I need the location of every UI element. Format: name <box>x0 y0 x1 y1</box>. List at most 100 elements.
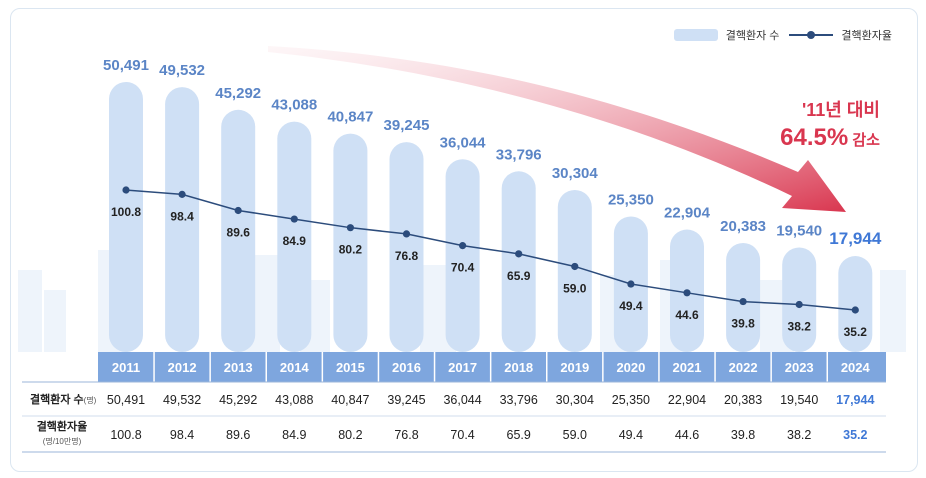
rate-line: 100.8 98.4 89.6 84.9 80.2 76.8 70.4 65.9 59.0 49.… <box>111 186 867 339</box>
rate-point-2018 <box>515 250 523 258</box>
rate-value-label-2024: 35.2 <box>844 325 868 339</box>
year-label-2023: 2023 <box>785 360 814 375</box>
table-rate-2018: 65.9 <box>507 428 531 442</box>
rate-point-2015 <box>346 224 354 232</box>
bar-value-label-2012: 49,532 <box>159 62 205 79</box>
table-rate-2012: 98.4 <box>170 428 194 442</box>
rate-point-2019 <box>571 262 579 271</box>
rate-value-label-2011: 100.8 <box>111 205 141 219</box>
rate-value-label-2023: 38.2 <box>788 320 812 334</box>
legend-bar-swatch <box>673 29 718 41</box>
legend-item-bar: 결핵환자 수 <box>673 27 780 43</box>
data-table: 2011 2012 2013 2014 2015 2016 2017 2018 2019 2020… <box>22 352 886 453</box>
rate-value-label-2017: 70.4 <box>451 261 475 275</box>
year-label-2024: 2024 <box>841 360 871 375</box>
rate-value-label-2018: 65.9 <box>507 269 531 283</box>
row1-unit: (명) <box>84 395 97 405</box>
bar-2023 <box>782 247 817 352</box>
row2-unit: (명/10만명) <box>43 436 82 446</box>
rate-point-2017 <box>459 242 467 250</box>
rate-value-label-2020: 49.4 <box>619 299 643 313</box>
table-rate-2020: 49.4 <box>619 428 643 442</box>
bar-2019 <box>557 189 592 352</box>
bar-2012 <box>165 87 200 353</box>
rate-point-2014 <box>290 215 298 223</box>
table-count-2014: 43,088 <box>275 393 313 407</box>
rate-value-label-2014: 84.9 <box>283 234 307 248</box>
bar-value-label-2015: 40,847 <box>327 109 373 126</box>
table-rate-2015: 80.2 <box>338 428 362 442</box>
table-rate-2016: 76.8 <box>394 428 418 442</box>
table-count-2024: 17,944 <box>836 393 874 407</box>
bar-value-label-2018: 33,796 <box>496 146 542 163</box>
year-label-2019: 2019 <box>560 360 589 375</box>
rate-value-label-2015: 80.2 <box>339 243 363 257</box>
year-label-2012: 2012 <box>168 360 197 375</box>
bar-value-label-2014: 43,088 <box>271 97 317 114</box>
building-shape-9 <box>880 270 906 352</box>
legend: 결핵환자 수 결핵환자율 <box>673 27 892 43</box>
table-count-2017: 36,044 <box>443 393 481 407</box>
year-label-2016: 2016 <box>392 360 421 375</box>
table-count-2016: 39,245 <box>387 393 425 407</box>
year-label-2017: 2017 <box>448 360 477 375</box>
rate-point-2024 <box>851 306 859 314</box>
bar-value-label-2017: 36,044 <box>440 134 487 151</box>
rate-point-2020 <box>627 280 635 288</box>
rate-value-label-2019: 59.0 <box>563 281 587 295</box>
year-label-2020: 2020 <box>616 360 645 375</box>
year-label-2011: 2011 <box>112 360 140 375</box>
table-count-2021: 22,904 <box>668 393 706 407</box>
year-label-2022: 2022 <box>729 360 758 375</box>
rate-value-label-2022: 39.8 <box>731 317 755 331</box>
bar-2022 <box>726 243 761 352</box>
rate-point-2023 <box>795 300 803 309</box>
table-rate-2011: 100.8 <box>110 428 141 442</box>
table-rate-2023: 38.2 <box>787 428 811 442</box>
table-count-2011: 50,491 <box>107 393 145 407</box>
bar-value-label-2013: 45,292 <box>215 85 261 102</box>
table-count-2022: 20,383 <box>724 393 762 407</box>
row2-label: 결핵환자율 <box>37 419 88 433</box>
year-label-2013: 2013 <box>224 360 253 375</box>
bar-2018 <box>501 171 536 352</box>
building-shape-0 <box>18 270 42 352</box>
table-rate-2024: 35.2 <box>843 428 867 442</box>
rate-value-label-2021: 44.6 <box>675 308 699 322</box>
bar-2017 <box>445 159 480 352</box>
bar-2011 <box>109 82 143 352</box>
bars: 50,491 49,532 45,292 43,088 40,847 39,245 36,0… <box>103 57 882 353</box>
year-header-band <box>98 352 886 382</box>
rate-polyline <box>125 189 856 311</box>
bar-value-label-2011: 50,491 <box>103 57 149 74</box>
bar-value-label-2023: 19,540 <box>776 223 822 240</box>
table-count-2012: 49,532 <box>163 393 201 407</box>
rate-point-2022 <box>739 297 747 306</box>
year-label-2014: 2014 <box>280 360 310 375</box>
bar-value-label-2024: 17,944 <box>829 229 882 248</box>
table-count-2023: 19,540 <box>780 393 818 407</box>
year-label-2015: 2015 <box>336 360 365 375</box>
bar-2015 <box>333 133 368 352</box>
rate-point-2013 <box>234 206 242 215</box>
bar-2016 <box>389 142 424 352</box>
bar-value-label-2020: 25,350 <box>608 191 654 208</box>
annotation-line2: 64.5% 감소 <box>780 124 880 152</box>
table-rate-2021: 44.6 <box>675 428 699 442</box>
bar-value-label-2022: 20,383 <box>720 218 766 235</box>
rate-point-2012 <box>178 190 186 198</box>
table-count-2020: 25,350 <box>612 393 650 407</box>
table-rate-2019: 59.0 <box>563 428 587 442</box>
table-rate-2013: 89.6 <box>226 428 250 442</box>
table-count-2018: 33,796 <box>500 393 538 407</box>
table-rate-2014: 84.9 <box>282 428 306 442</box>
table-count-2013: 45,292 <box>219 393 257 407</box>
year-label-2018: 2018 <box>504 360 533 375</box>
annotation-suffix: 감소 <box>848 132 880 149</box>
rate-value-label-2016: 76.8 <box>395 249 419 263</box>
legend-line-swatch <box>789 29 834 41</box>
legend-item-line: 결핵환자율 <box>789 27 892 43</box>
legend-bar-label: 결핵환자 수 <box>725 30 780 42</box>
decline-annotation: '11년 대비 64.5% 감소 <box>780 96 880 152</box>
annotation-percent: 64.5% <box>780 124 849 151</box>
